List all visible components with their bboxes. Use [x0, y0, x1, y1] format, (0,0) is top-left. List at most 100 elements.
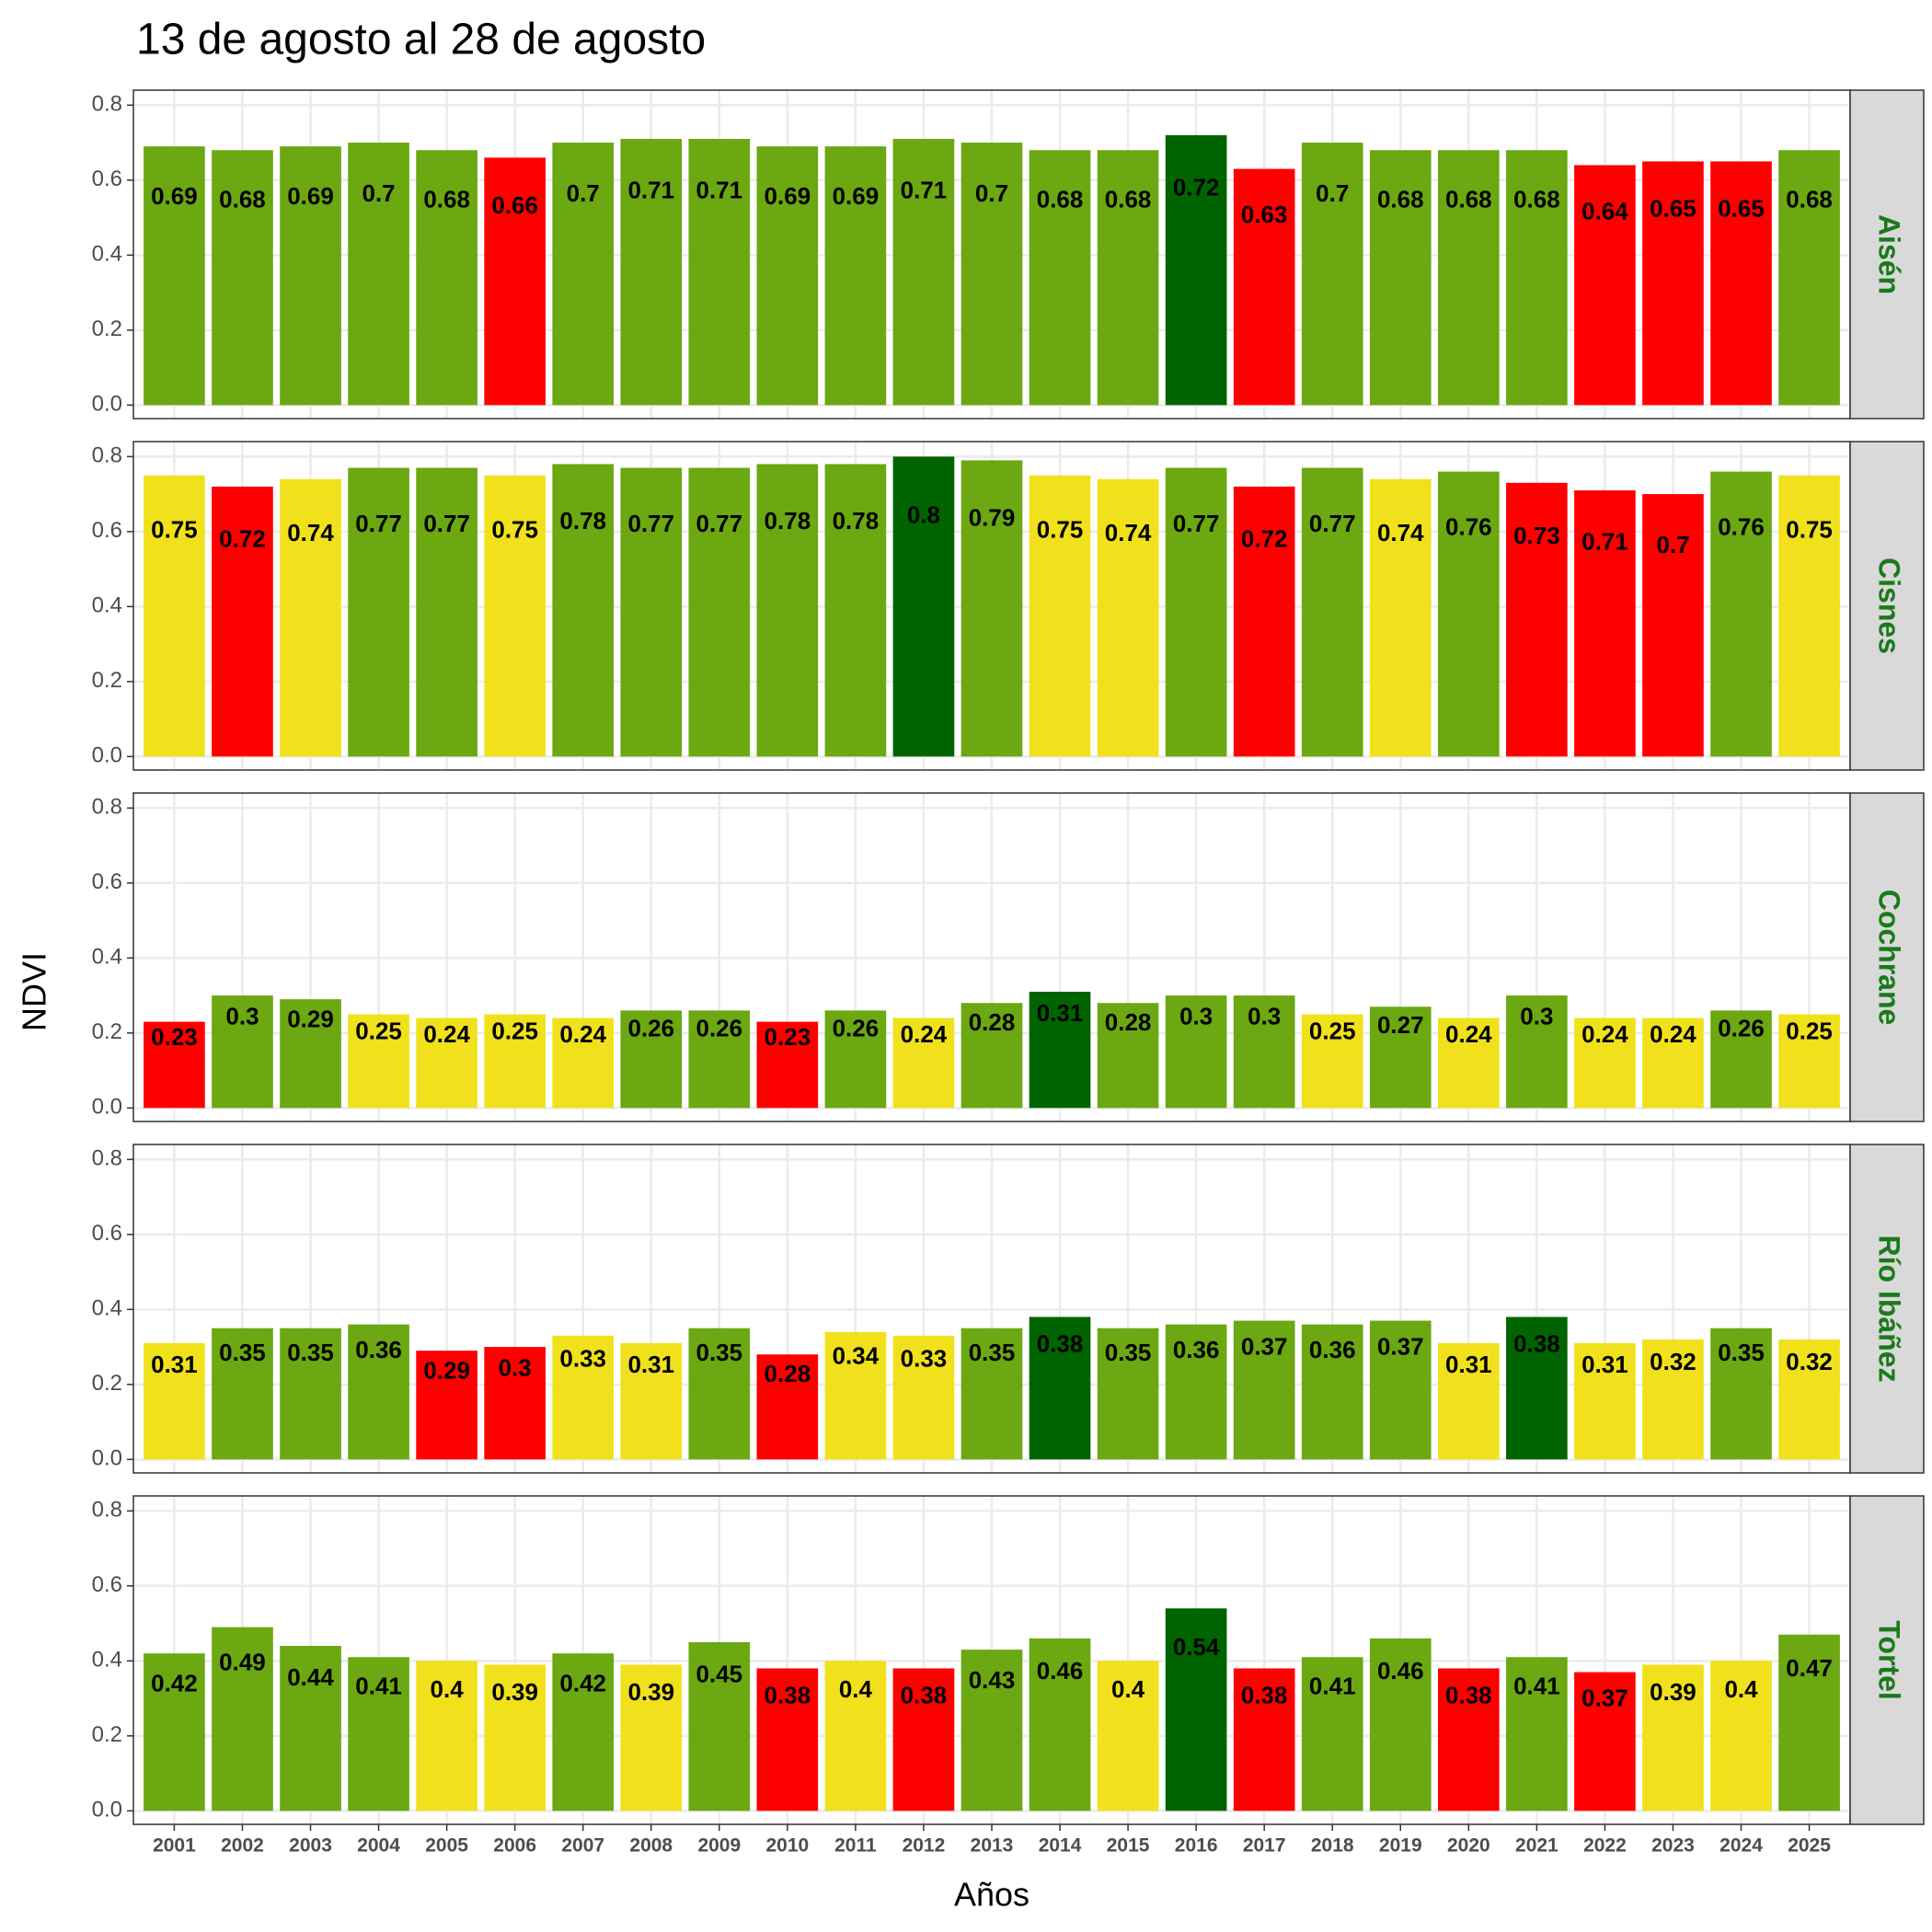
data-label: 0.28	[1105, 1008, 1152, 1036]
data-label: 0.72	[1173, 173, 1220, 201]
data-label: 0.75	[491, 516, 538, 544]
bar	[416, 150, 477, 406]
data-label: 0.35	[969, 1339, 1016, 1366]
y-tick-label: 0.2	[92, 1722, 122, 1747]
data-label: 0.69	[287, 182, 334, 210]
data-label: 0.24	[901, 1020, 948, 1048]
x-tick-label: 2022	[1583, 1835, 1627, 1857]
y-tick-label: 0.2	[92, 668, 122, 693]
bar	[552, 1653, 615, 1811]
data-label: 0.75	[1786, 516, 1833, 544]
bar	[484, 1014, 546, 1109]
data-label: 0.42	[559, 1669, 606, 1696]
data-label: 0.49	[219, 1648, 266, 1675]
y-tick-label: 0.2	[92, 316, 122, 341]
bar	[1778, 150, 1840, 406]
data-label: 0.74	[1377, 519, 1424, 546]
data-label: 0.3	[225, 1002, 259, 1029]
x-tick-label: 2021	[1515, 1835, 1558, 1857]
bar	[484, 157, 546, 406]
data-label: 0.35	[219, 1339, 266, 1366]
x-tick-label: 2005	[425, 1835, 468, 1857]
bar	[1097, 150, 1159, 406]
bar	[1369, 478, 1432, 757]
data-label: 0.68	[1513, 186, 1560, 213]
bar	[756, 1668, 819, 1811]
bar	[348, 1014, 409, 1109]
bar	[1233, 486, 1295, 757]
bar	[212, 1328, 273, 1460]
bar	[892, 1335, 955, 1460]
data-label: 0.24	[1445, 1020, 1492, 1048]
bar	[824, 1661, 887, 1811]
bar	[688, 467, 751, 757]
data-label: 0.41	[1309, 1673, 1356, 1700]
x-tick-label: 2011	[834, 1835, 877, 1857]
bar	[1165, 995, 1227, 1109]
data-label: 0.68	[219, 186, 266, 213]
data-label: 0.36	[1309, 1336, 1356, 1363]
x-tick-label: 2014	[1039, 1835, 1082, 1857]
data-label: 0.28	[765, 1360, 811, 1387]
bar	[144, 1342, 205, 1460]
data-label: 0.46	[1377, 1657, 1424, 1685]
bar	[1574, 1342, 1636, 1460]
data-label: 0.79	[969, 504, 1016, 532]
data-label: 0.71	[627, 177, 674, 204]
bar	[960, 1328, 1023, 1460]
bar	[1029, 1638, 1091, 1811]
bar	[1642, 1339, 1704, 1460]
x-tick-label: 2002	[221, 1835, 264, 1857]
data-label: 0.38	[901, 1681, 948, 1708]
y-tick-label: 0.0	[92, 1798, 122, 1823]
data-label: 0.31	[627, 1351, 674, 1378]
data-label: 0.71	[901, 177, 948, 204]
data-label: 0.44	[287, 1663, 334, 1691]
bar	[1097, 1661, 1159, 1811]
bar	[688, 138, 751, 406]
bar	[1233, 995, 1295, 1109]
data-label: 0.43	[969, 1666, 1016, 1694]
bar	[756, 1021, 819, 1109]
bar	[484, 1347, 546, 1460]
y-axis-title: NDVI	[16, 952, 53, 1031]
data-label: 0.69	[765, 182, 811, 210]
bar	[960, 460, 1023, 757]
x-tick-label: 2024	[1719, 1835, 1763, 1857]
data-label: 0.65	[1718, 194, 1765, 222]
strip	[1849, 89, 1925, 420]
data-label: 0.31	[1581, 1351, 1628, 1378]
data-label: 0.63	[1241, 201, 1288, 228]
data-label: 0.26	[627, 1014, 674, 1041]
bar	[416, 1661, 477, 1811]
bar	[1710, 1661, 1772, 1811]
data-label: 0.37	[1377, 1333, 1424, 1361]
strip-label: Aisén	[1873, 214, 1906, 294]
data-label: 0.77	[1309, 510, 1356, 537]
bar	[280, 999, 341, 1109]
data-label: 0.38	[1445, 1681, 1492, 1708]
bar	[348, 1657, 409, 1811]
bar	[1233, 1320, 1295, 1460]
data-label: 0.41	[1513, 1673, 1560, 1700]
bar	[1097, 478, 1159, 757]
data-label: 0.35	[287, 1339, 334, 1366]
data-label: 0.47	[1786, 1654, 1833, 1682]
bar	[960, 143, 1023, 406]
data-label: 0.29	[287, 1006, 334, 1033]
bar	[212, 486, 273, 757]
data-label: 0.34	[833, 1341, 880, 1369]
bar	[1438, 471, 1500, 757]
y-tick-label: 0.2	[92, 1371, 122, 1396]
bar	[1029, 475, 1091, 757]
data-label: 0.4	[839, 1675, 873, 1703]
bar	[484, 475, 546, 757]
data-label: 0.4	[431, 1675, 465, 1703]
bar	[144, 146, 205, 406]
bar	[1165, 1608, 1227, 1811]
data-label: 0.73	[1513, 522, 1560, 549]
data-label: 0.78	[559, 507, 606, 535]
x-tick-label: 2013	[971, 1835, 1014, 1857]
bar	[1710, 161, 1772, 406]
bar	[1301, 467, 1363, 757]
